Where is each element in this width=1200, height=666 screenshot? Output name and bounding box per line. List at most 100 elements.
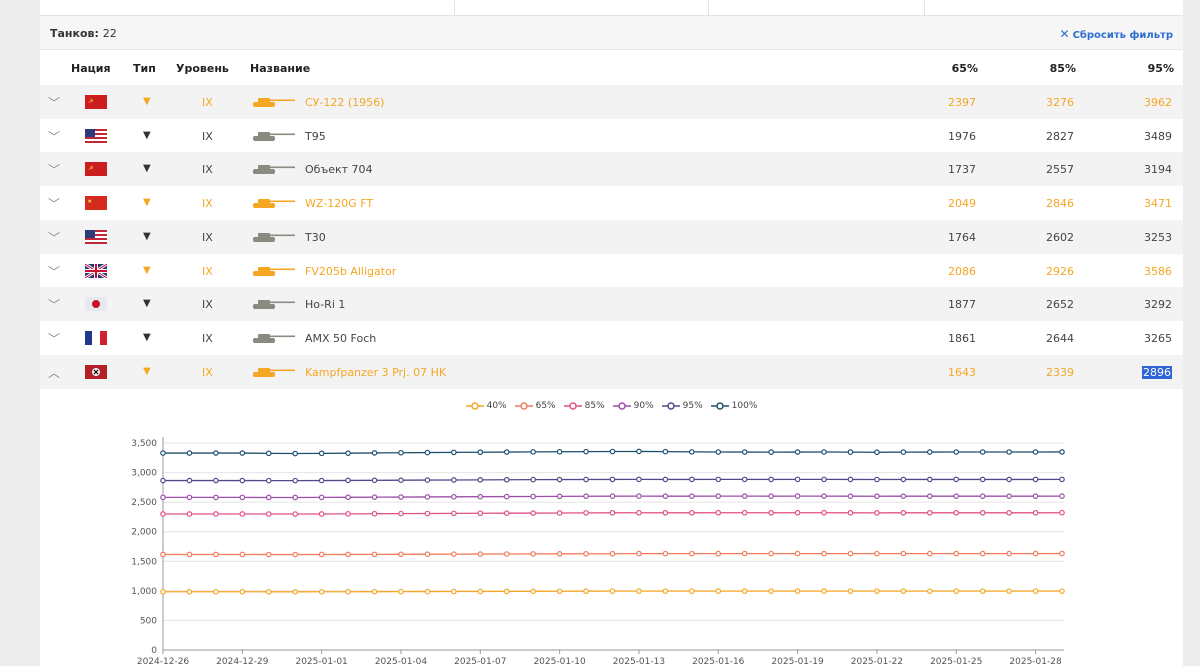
legend-item[interactable]: 95% xyxy=(661,401,703,411)
table-row[interactable]: ﹀ ☭ ▼ IX Объект 704 1737 2557 3194 xyxy=(40,152,1183,187)
tank-name[interactable]: Ho-Ri 1 xyxy=(305,298,346,312)
legend-item[interactable]: 65% xyxy=(514,401,556,411)
legend-item[interactable]: 100% xyxy=(710,401,757,411)
data-point xyxy=(239,477,246,484)
chevron-up-icon[interactable]: ︿ xyxy=(48,365,61,380)
data-point xyxy=(186,494,193,501)
chevron-down-icon[interactable]: ﹀ xyxy=(48,264,61,279)
legend-marker-icon xyxy=(514,402,533,410)
tank-name[interactable]: FV205b Alligator xyxy=(305,264,397,278)
x-tick-label: 2025-01-13 xyxy=(613,657,665,666)
data-point xyxy=(636,588,642,594)
chevron-down-icon[interactable]: ﹀ xyxy=(48,331,61,346)
column-95[interactable]: 95% xyxy=(1147,62,1174,75)
tank-name[interactable]: Объект 704 xyxy=(305,163,373,177)
column-tier[interactable]: Уровень xyxy=(176,62,229,75)
tanks-panel: Танков: 22 ✕ Сбросить фильтр Нация Тип Ур… xyxy=(40,0,1183,666)
flag-france-icon xyxy=(85,330,107,345)
data-point xyxy=(477,510,484,517)
data-point xyxy=(609,493,616,499)
chart-legend: 40% 65% 85% 90% 95% 100% xyxy=(40,401,1183,413)
tank-type-icon: ▼ xyxy=(143,230,151,242)
data-point xyxy=(979,588,986,594)
data-point xyxy=(741,550,748,557)
data-point xyxy=(1059,449,1065,455)
data-point xyxy=(477,588,484,595)
tank-name[interactable]: T95 xyxy=(305,129,326,143)
data-point xyxy=(768,493,774,499)
tank-name[interactable]: AMX 50 Foch xyxy=(305,331,377,345)
tank-tier: IX xyxy=(202,365,213,379)
legend-marker-icon xyxy=(710,402,729,410)
data-point xyxy=(556,493,563,500)
reset-filter-button[interactable]: ✕ Сбросить фильтр xyxy=(1059,27,1173,41)
value-85: 2926 xyxy=(1046,264,1074,278)
legend-item[interactable]: 40% xyxy=(465,401,507,411)
data-point xyxy=(160,450,166,456)
x-tick-label: 2024-12-26 xyxy=(137,657,190,666)
chevron-down-icon[interactable]: ﹀ xyxy=(48,96,61,110)
value-95: 3265 xyxy=(1144,331,1172,345)
flag-usa-icon xyxy=(85,128,107,143)
tank-name[interactable]: WZ-120G FT xyxy=(305,197,374,211)
column-name[interactable]: Название xyxy=(250,62,311,75)
legend-marker-icon xyxy=(612,402,631,410)
data-point xyxy=(318,477,325,484)
value-65: 2086 xyxy=(948,264,976,278)
table-header: Нация Тип Уровень Название 65% 85% 95% xyxy=(40,51,1183,85)
flag-germany-icon xyxy=(85,364,107,379)
data-point xyxy=(583,476,589,483)
data-point xyxy=(398,510,404,517)
table-row[interactable]: ﹀ ★ ▼ IX WZ-120G FT 2049 2846 3471 xyxy=(40,186,1183,221)
table-row[interactable]: ︿ ▼ IX Kampfpanzer 3 Prj. 07 HK 1643 2339 2896 xyxy=(40,354,1183,389)
data-point xyxy=(530,449,536,455)
data-point xyxy=(794,493,801,499)
data-point xyxy=(715,476,722,483)
tank-tier: IX xyxy=(202,230,213,244)
table-row[interactable]: ﹀ ▼ IX FV205b Alligator 2086 2926 3586 xyxy=(40,253,1183,288)
tank-name[interactable]: Kampfpanzer 3 Prj. 07 HK xyxy=(305,365,447,379)
column-type[interactable]: Тип xyxy=(133,62,156,75)
table-row[interactable]: ﹀ ▼ IX AMX 50 Foch 1861 2644 3265 xyxy=(40,320,1183,355)
chevron-down-icon[interactable]: ﹀ xyxy=(48,230,61,245)
data-point xyxy=(953,509,960,516)
data-point xyxy=(530,476,536,483)
legend-item[interactable]: 90% xyxy=(612,401,654,411)
data-point xyxy=(239,511,246,517)
value-85: 3276 xyxy=(1046,96,1074,109)
tank-name[interactable]: СУ-122 (1956) xyxy=(305,96,385,109)
chevron-down-icon[interactable]: ﹀ xyxy=(48,129,61,144)
data-point xyxy=(477,477,484,483)
column-nation[interactable]: Нация xyxy=(71,62,111,75)
chevron-down-icon[interactable]: ﹀ xyxy=(48,298,61,313)
table-row[interactable]: ﹀ ▼ IX T30 1764 2602 3253 xyxy=(40,219,1183,254)
column-85[interactable]: 85% xyxy=(1049,62,1076,75)
data-point xyxy=(530,551,536,557)
column-65[interactable]: 65% xyxy=(951,62,978,75)
data-point xyxy=(874,550,880,557)
data-point xyxy=(1059,550,1065,557)
table-row[interactable]: ﹀ ▼ IX T95 1976 2827 3489 xyxy=(40,118,1183,153)
data-point xyxy=(900,550,907,557)
data-point xyxy=(715,588,722,594)
data-point xyxy=(239,494,246,501)
chevron-down-icon[interactable]: ﹀ xyxy=(48,163,61,178)
value-95: 3194 xyxy=(1144,163,1172,177)
data-point xyxy=(900,493,907,499)
data-point xyxy=(503,551,510,557)
data-point xyxy=(583,493,589,500)
tank-name[interactable]: T30 xyxy=(305,230,326,244)
data-point xyxy=(451,494,457,500)
data-point xyxy=(371,588,378,595)
table-row[interactable]: ﹀ ▼ IX Ho-Ri 1 1877 2652 3292 xyxy=(40,287,1183,322)
data-point xyxy=(1032,509,1039,516)
svg-text:☭: ☭ xyxy=(88,165,93,172)
tank-tier: IX xyxy=(202,298,213,312)
table-row[interactable]: ﹀ ☭ ▼ IX СУ-122 (1956) 2397 3276 3962 xyxy=(40,85,1183,119)
chevron-down-icon[interactable]: ﹀ xyxy=(48,197,61,212)
tank-type-icon: ▼ xyxy=(143,197,151,209)
data-point xyxy=(318,511,325,517)
data-point xyxy=(609,448,616,455)
legend-item[interactable]: 85% xyxy=(563,401,605,411)
tank-icon xyxy=(252,332,296,344)
